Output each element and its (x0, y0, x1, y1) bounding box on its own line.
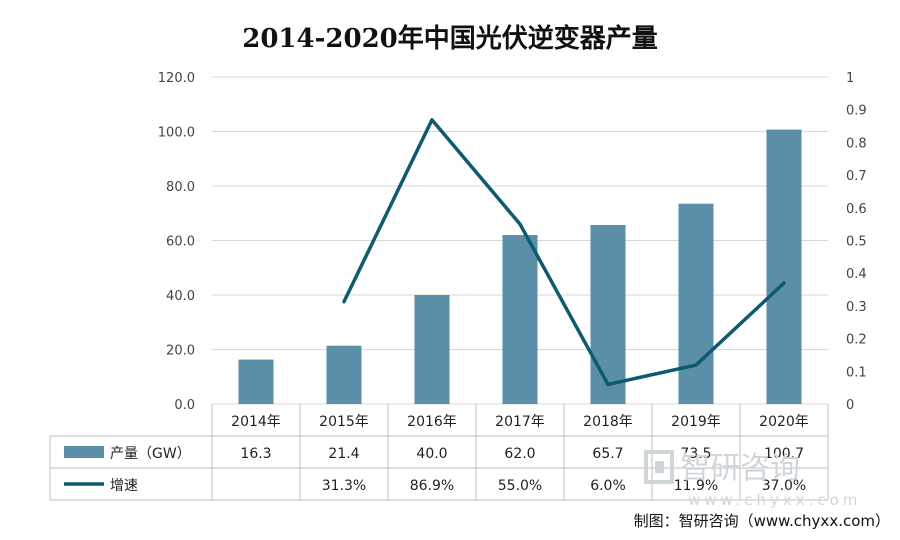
right-tick-label: 0.4 (846, 267, 867, 282)
bar-value-label: 62.0 (504, 446, 535, 462)
bar-value-label: 73.5 (680, 446, 711, 462)
bar-value-label: 21.4 (328, 446, 359, 462)
right-tick-label: 0.7 (846, 169, 867, 184)
right-tick-label: 0.6 (846, 202, 867, 217)
bar-series (238, 129, 802, 404)
left-tick-label: 0.0 (174, 398, 195, 413)
bar-value-label: 100.7 (764, 446, 804, 462)
bar (326, 345, 362, 404)
left-tick-label: 40.0 (166, 289, 195, 304)
right-tick-label: 0.8 (846, 136, 867, 151)
category-label: 2020年 (759, 414, 809, 430)
bar-value-label: 16.3 (240, 446, 271, 462)
watermark-url: www.chyxx.com (688, 491, 861, 509)
category-label: 2014年 (231, 414, 281, 430)
growth-value-label: 11.9% (674, 478, 718, 494)
growth-value-label: 6.0% (590, 478, 626, 494)
growth-line (342, 118, 786, 387)
right-tick-label: 1 (846, 71, 854, 86)
right-tick-label: 0.3 (846, 300, 867, 315)
watermark-logo-icon (644, 450, 674, 484)
growth-value-label: 37.0% (762, 478, 806, 494)
watermark: 智研咨询 www.chyxx.com (644, 450, 861, 509)
chart-title: 2014-2020年中国光伏逆变器产量 (242, 23, 658, 54)
credit-text: 制图：智研咨询（www.chyxx.com） (634, 512, 890, 530)
legend-label-line: 增速 (110, 478, 138, 494)
category-label: 2015年 (319, 414, 369, 430)
category-label: 2016年 (407, 414, 457, 430)
growth-value-label: 55.0% (498, 478, 542, 494)
data-table: 2014年 2015年 2016年 2017年 2018年 2019年 2020年产量（GW… (49, 404, 829, 501)
bar (414, 295, 450, 404)
right-tick-label: 0.1 (846, 365, 867, 380)
right-tick-label: 0 (846, 398, 854, 413)
left-tick-label: 120.0 (158, 71, 195, 86)
right-tick-label: 0.2 (846, 333, 867, 348)
left-tick-label: 60.0 (166, 235, 195, 250)
category-label: 2018年 (583, 414, 633, 430)
left-tick-label: 100.0 (158, 126, 195, 141)
bar (590, 224, 626, 404)
legend-swatch-bar (64, 446, 104, 458)
left-tick-label: 80.0 (166, 180, 195, 195)
legend-label-bar: 产量（GW） (110, 446, 191, 462)
left-tick-label: 20.0 (166, 344, 195, 359)
left-y-axis: 0.0 20.0 40.0 60.0 80.0 100.0 120.0 (158, 71, 195, 413)
right-tick-label: 0.5 (846, 235, 867, 250)
right-tick-label: 0.9 (846, 104, 867, 119)
growth-value-label: 31.3% (322, 478, 366, 494)
category-label: 2017年 (495, 414, 545, 430)
bar (238, 359, 274, 404)
bar (766, 129, 802, 404)
line-series (342, 118, 786, 387)
right-y-axis: 0 0.1 0.2 0.3 0.4 0.5 0.6 0.7 0.8 0.9 1 (846, 71, 867, 413)
bar (502, 235, 538, 404)
category-label: 2019年 (671, 414, 721, 430)
bar-value-label: 40.0 (416, 446, 447, 462)
growth-value-label: 86.9% (410, 478, 454, 494)
bar (678, 203, 714, 404)
watermark-brand: 智研咨询 (680, 451, 800, 486)
bar-value-label: 65.7 (592, 446, 623, 462)
